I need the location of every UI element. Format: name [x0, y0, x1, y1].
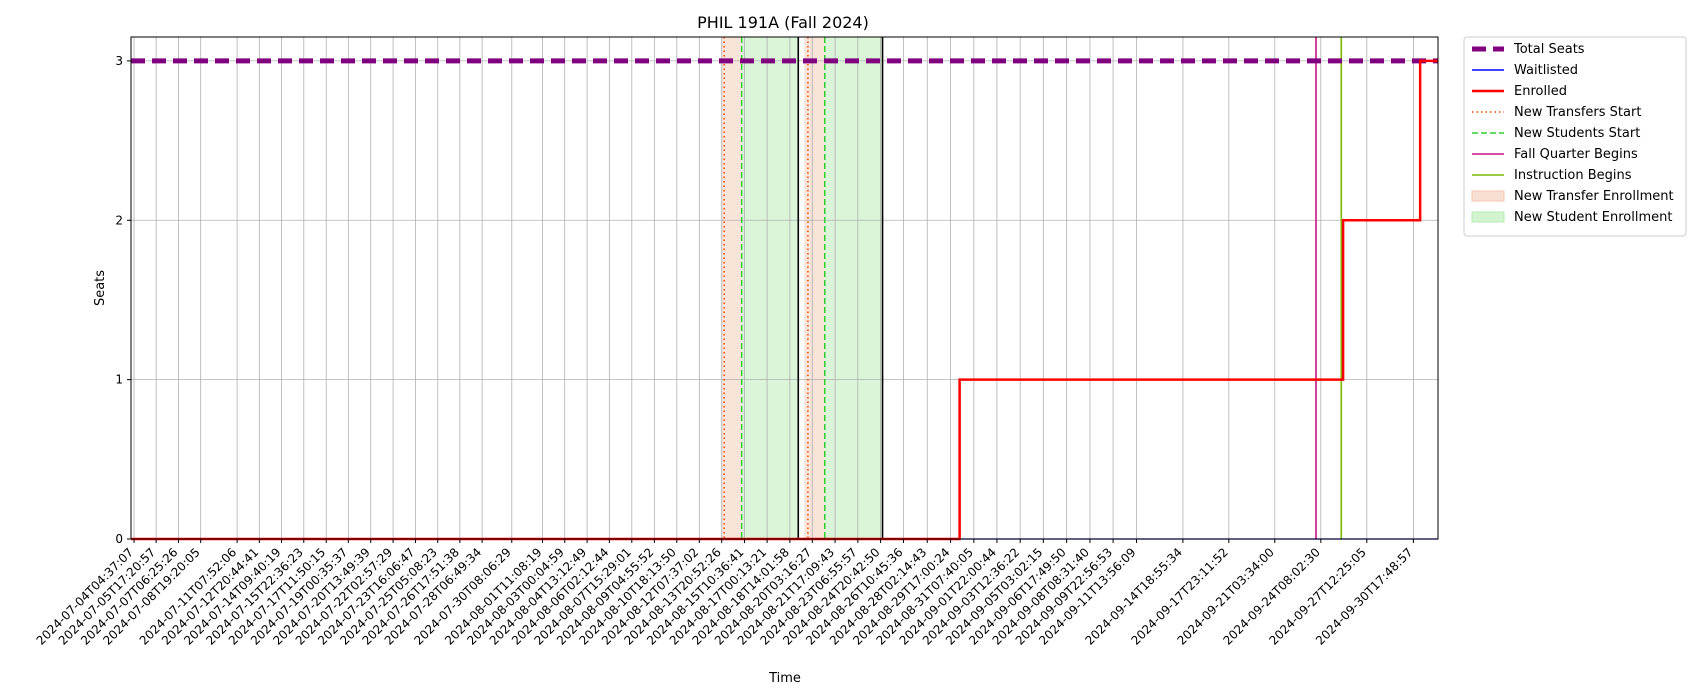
- legend-label: New Student Enrollment: [1514, 210, 1672, 225]
- legend-label: New Students Start: [1514, 126, 1640, 141]
- y-tick-label: 0: [115, 532, 123, 546]
- legend: Total Seats Waitlisted Enrolled New Transfe…: [1463, 36, 1687, 237]
- series-enrolled: [131, 59, 1438, 541]
- legend-label: Enrolled: [1514, 84, 1567, 99]
- y-ticks: 0 1 2 3: [115, 54, 131, 546]
- span-rect: [721, 37, 742, 539]
- legend-swatch: [1471, 190, 1505, 202]
- legend-label: Instruction Begins: [1514, 168, 1632, 183]
- legend-label: New Transfers Start: [1514, 105, 1641, 120]
- span-rect: [741, 37, 799, 539]
- legend-label: Total Seats: [1513, 42, 1585, 57]
- plot-frame: [130, 36, 1439, 540]
- y-tick-label: 2: [115, 213, 123, 227]
- grid-lines: [131, 37, 1438, 540]
- y-tick-label: 3: [115, 54, 123, 68]
- legend-swatch: [1471, 211, 1505, 223]
- x-axis-label: Time: [768, 671, 801, 686]
- legend-label: Fall Quarter Begins: [1514, 147, 1638, 162]
- legend-box: [1463, 36, 1687, 237]
- event-lines: [723, 37, 1343, 539]
- y-axis-label: Seats: [93, 270, 108, 306]
- y-tick-label: 1: [115, 373, 123, 387]
- shaded-spans: [721, 37, 883, 539]
- span-rect: [824, 37, 883, 539]
- legend-label: New Transfer Enrollment: [1514, 189, 1674, 204]
- span-rect: [804, 37, 825, 539]
- chart-title: PHIL 191A (Fall 2024): [697, 13, 869, 32]
- legend-label: Waitlisted: [1514, 63, 1578, 78]
